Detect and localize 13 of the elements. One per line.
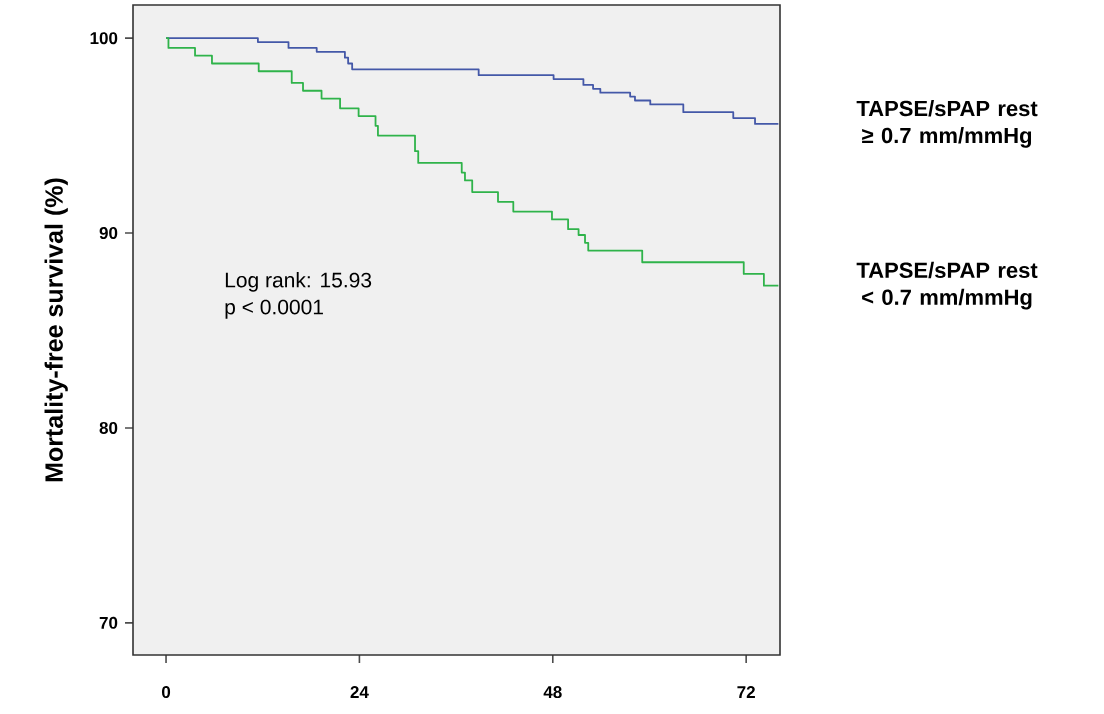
text: TAPSE/sPAP rest < 0.7 mm/mmHg — [856, 261, 1038, 310]
x-tick-label: 0 — [161, 686, 171, 699]
x-tick-label: 72 — [737, 686, 755, 698]
y-axis-title: Mortality-free survival (%) — [44, 178, 68, 482]
annotation: Log rank: 15.93 — [225, 272, 372, 292]
y-tick-label: 80 — [99, 421, 118, 434]
text: TAPSE/sPAP rest ≥ 0.7 mm/mmHg — [856, 100, 1038, 148]
x-tick-label: 48 — [543, 686, 562, 699]
y-tick-label: 70 — [99, 616, 118, 629]
y-tick-label: 90 — [99, 227, 118, 240]
x-tick-label: 24 — [350, 686, 369, 698]
annotation: p < 0.0001 — [225, 299, 323, 319]
y-tick-label: 100 — [90, 32, 118, 45]
